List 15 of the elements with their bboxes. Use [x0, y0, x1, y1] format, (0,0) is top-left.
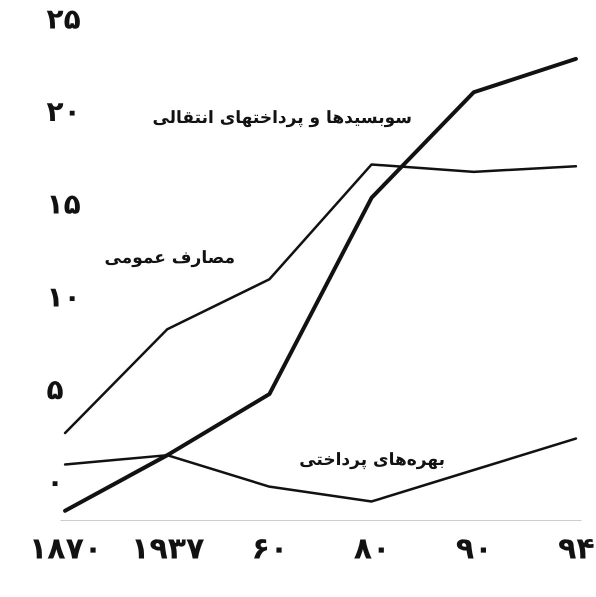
y-tick-label: ۱۵	[46, 188, 81, 221]
x-tick-label: ۶۰	[252, 532, 288, 566]
x-tick-label: ۱۹۳۷	[131, 532, 204, 566]
x-tick-label: ۹۴	[558, 532, 595, 566]
series-label: سوبسیدها و پرداختهای انتقالی	[152, 108, 412, 128]
y-tick-label: ۱۰	[46, 280, 81, 314]
y-tick-label: ۰	[46, 465, 64, 498]
y-tick-label: ۲۰	[46, 95, 81, 128]
x-tick-label: ۹۰	[456, 532, 493, 566]
x-tick-label: ۸۰	[354, 532, 390, 566]
y-tick-label: ۲۵	[46, 2, 81, 36]
series-label: مصارف عمومی	[104, 248, 235, 268]
y-tick-label: ۵	[46, 372, 64, 406]
series-label: بهره‌های پرداختی	[299, 450, 445, 470]
x-tick-label: ۱۸۷۰	[28, 532, 102, 566]
